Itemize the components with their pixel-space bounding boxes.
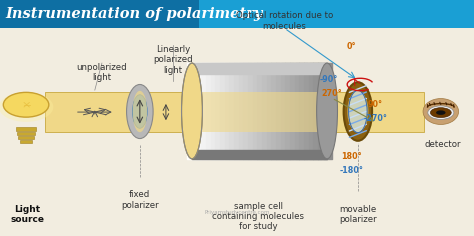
Text: unpolarized
light: unpolarized light xyxy=(77,63,127,82)
Ellipse shape xyxy=(127,84,153,139)
FancyBboxPatch shape xyxy=(0,0,474,28)
Text: Light
source: Light source xyxy=(10,205,45,224)
Text: Linearly
polarized
light: Linearly polarized light xyxy=(153,45,193,75)
Ellipse shape xyxy=(3,92,49,117)
Text: 0°: 0° xyxy=(347,42,356,51)
Text: detector: detector xyxy=(425,140,462,149)
Ellipse shape xyxy=(428,106,454,119)
Circle shape xyxy=(436,110,446,115)
FancyBboxPatch shape xyxy=(45,92,424,132)
FancyBboxPatch shape xyxy=(17,132,35,135)
Text: movable
polarizer: movable polarizer xyxy=(339,205,377,224)
Text: -270°: -270° xyxy=(364,114,387,123)
Text: 90°: 90° xyxy=(368,100,383,109)
Text: Instrumentation of polarimetry: Instrumentation of polarimetry xyxy=(6,7,263,21)
Text: Optical rotation due to
molecules: Optical rotation due to molecules xyxy=(236,11,333,31)
FancyBboxPatch shape xyxy=(16,127,36,131)
Ellipse shape xyxy=(317,63,337,159)
FancyBboxPatch shape xyxy=(18,136,34,139)
Text: sample cell
containing molecules
for study: sample cell containing molecules for stu… xyxy=(212,202,304,232)
Ellipse shape xyxy=(423,99,459,124)
FancyBboxPatch shape xyxy=(192,92,327,132)
Text: 270°: 270° xyxy=(321,89,342,98)
FancyBboxPatch shape xyxy=(192,63,327,159)
Text: fixed
polarizer: fixed polarizer xyxy=(121,190,159,210)
Ellipse shape xyxy=(344,82,372,141)
Ellipse shape xyxy=(182,63,202,159)
Ellipse shape xyxy=(0,92,54,122)
Text: -90°: -90° xyxy=(319,76,337,84)
FancyBboxPatch shape xyxy=(199,0,474,28)
Ellipse shape xyxy=(348,90,367,133)
Ellipse shape xyxy=(133,95,147,128)
Text: -180°: -180° xyxy=(340,166,364,175)
Circle shape xyxy=(430,108,451,118)
Ellipse shape xyxy=(133,91,147,132)
Text: Priyamstudycentre.com: Priyamstudycentre.com xyxy=(204,210,270,215)
FancyBboxPatch shape xyxy=(20,140,32,143)
Text: 180°: 180° xyxy=(341,152,362,161)
Ellipse shape xyxy=(347,91,369,132)
